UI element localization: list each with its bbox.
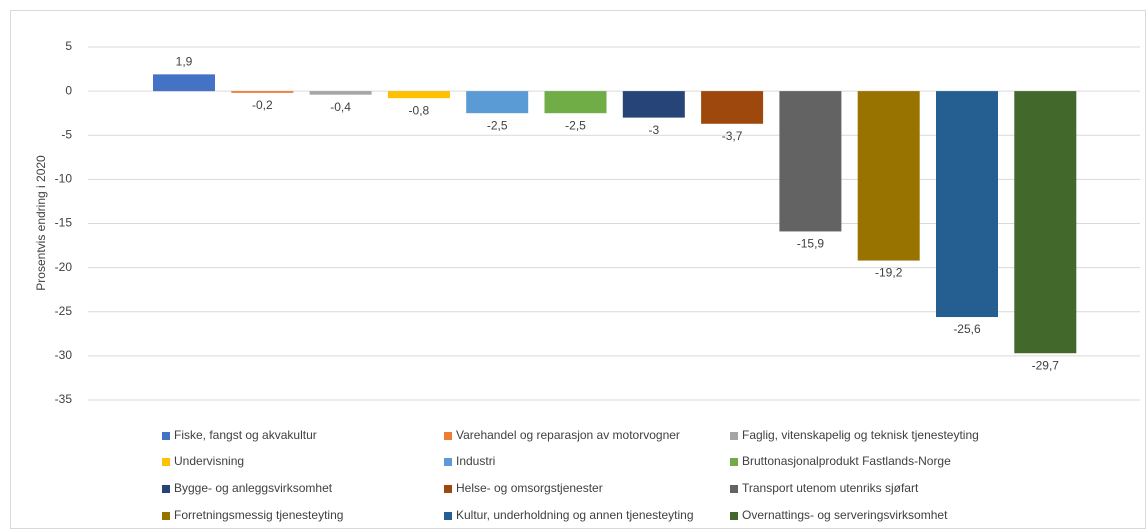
data-label: -3,7 bbox=[722, 129, 743, 143]
bar bbox=[779, 91, 842, 232]
bar bbox=[231, 91, 294, 93]
data-label: -0,2 bbox=[252, 98, 273, 112]
y-tick-label: 5 bbox=[65, 39, 72, 53]
data-label: -19,2 bbox=[875, 266, 903, 280]
data-label: -25,6 bbox=[953, 322, 981, 336]
bar bbox=[622, 91, 685, 118]
legend-swatch bbox=[730, 485, 738, 493]
y-tick-label: -30 bbox=[55, 348, 73, 362]
legend-label: Bruttonasjonalprodukt Fastlands-Norge bbox=[742, 454, 951, 468]
data-label: -3 bbox=[648, 123, 659, 137]
bar bbox=[857, 91, 920, 261]
legend-swatch bbox=[444, 512, 452, 520]
legend-label: Bygge- og anleggsvirksomhet bbox=[174, 481, 333, 495]
legend-swatch bbox=[730, 512, 738, 520]
bar bbox=[544, 91, 607, 114]
data-label: -0,4 bbox=[330, 100, 351, 114]
bar bbox=[153, 74, 215, 92]
legend-swatch bbox=[444, 458, 452, 466]
legend-label: Forretningsmessig tjenesteyting bbox=[174, 508, 343, 522]
y-tick-label: -25 bbox=[55, 304, 73, 318]
legend-swatch bbox=[730, 432, 738, 440]
bar bbox=[309, 91, 372, 95]
legend-label: Fiske, fangst og akvakultur bbox=[174, 428, 317, 442]
legend-label: Overnattings- og serveringsvirksomhet bbox=[742, 508, 948, 522]
legend-label: Faglig, vitenskapelig og teknisk tjenest… bbox=[742, 428, 979, 442]
legend-label: Transport utenom utenriks sjøfart bbox=[742, 481, 919, 495]
y-tick-label: 0 bbox=[65, 83, 72, 97]
legend-label: Varehandel og reparasjon av motorvogner bbox=[456, 428, 680, 442]
legend-swatch bbox=[162, 485, 170, 493]
bar bbox=[466, 91, 529, 114]
legend-label: Industri bbox=[456, 454, 495, 468]
y-tick-label: -5 bbox=[61, 127, 72, 141]
legend-label: Undervisning bbox=[174, 454, 244, 468]
data-label: -15,9 bbox=[797, 237, 825, 251]
data-label: 1,9 bbox=[176, 55, 193, 69]
legend-swatch bbox=[444, 432, 452, 440]
legend-label: Kultur, underholdning og annen tjenestey… bbox=[456, 508, 694, 522]
data-label: -29,7 bbox=[1032, 358, 1060, 372]
legend-swatch bbox=[730, 458, 738, 466]
y-tick-label: -35 bbox=[55, 392, 73, 406]
y-tick-label: -20 bbox=[55, 260, 73, 274]
y-tick-label: -10 bbox=[55, 172, 73, 186]
bar bbox=[936, 91, 998, 318]
legend-swatch bbox=[444, 485, 452, 493]
bar bbox=[387, 91, 450, 99]
legend-label: Helse- og omsorgstjenester bbox=[456, 481, 603, 495]
bar bbox=[701, 91, 764, 124]
legend-swatch bbox=[162, 512, 170, 520]
data-label: -0,8 bbox=[409, 103, 430, 117]
data-label: -2,5 bbox=[487, 118, 508, 132]
bar bbox=[1014, 91, 1077, 354]
legend-swatch bbox=[162, 432, 170, 440]
y-tick-label: -15 bbox=[55, 216, 73, 230]
y-axis-label: Prosentvis endring i 2020 bbox=[34, 155, 48, 291]
legend-swatch bbox=[162, 458, 170, 466]
data-label: -2,5 bbox=[565, 118, 586, 132]
